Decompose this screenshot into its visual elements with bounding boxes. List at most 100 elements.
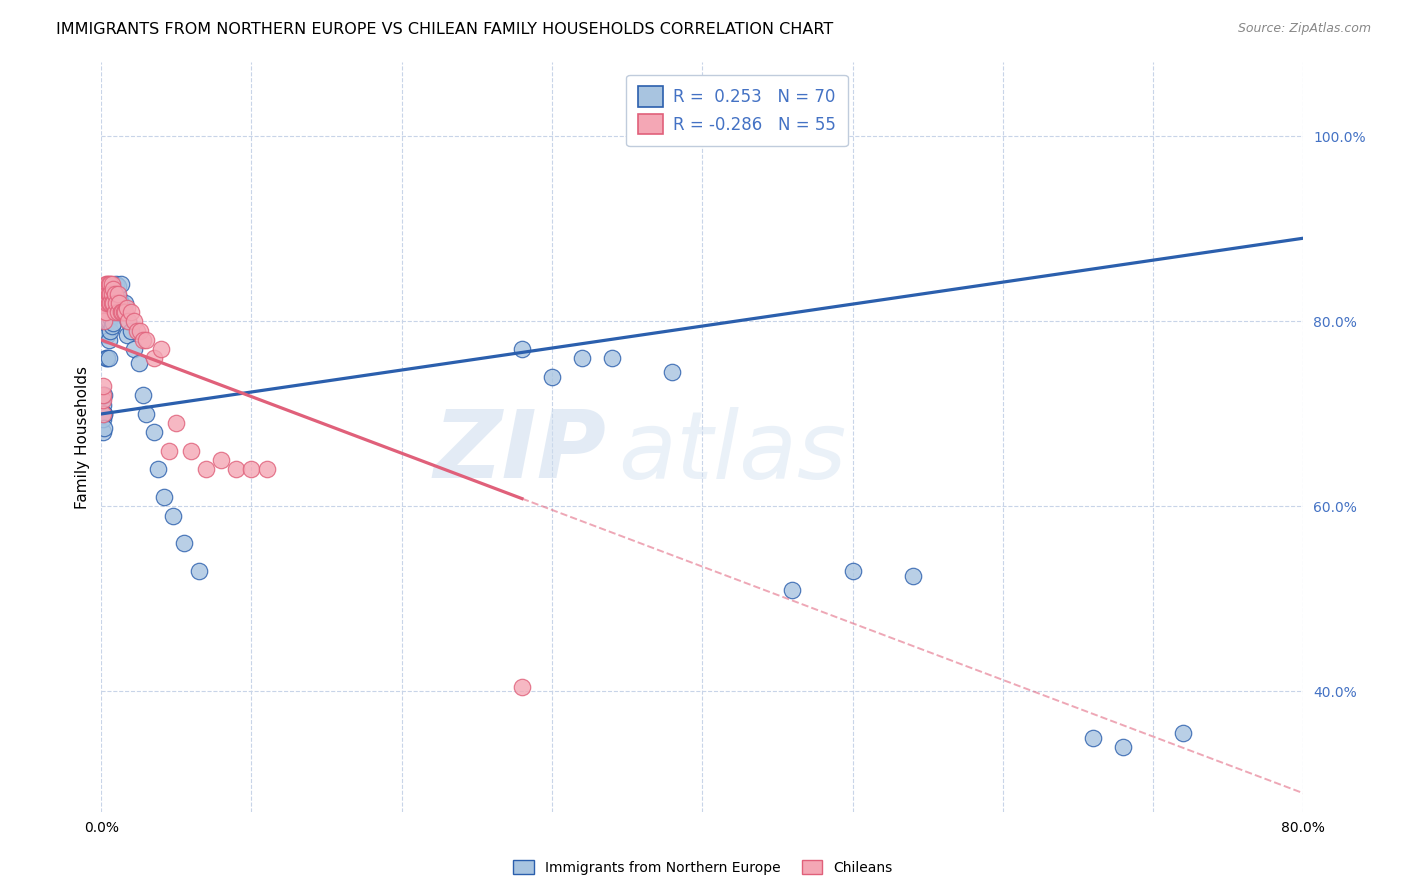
Point [111,305,134,319]
Point [132,333,155,347]
Point [100,305,122,319]
Point [91,393,114,408]
Point [91,407,114,421]
Point [105,296,128,310]
Legend: Immigrants from Northern Europe, Chileans: Immigrants from Northern Europe, Chilean… [508,855,898,880]
Point [103,282,125,296]
Point [98,277,121,292]
Point [96,286,118,301]
Point [661,365,683,379]
Text: IMMIGRANTS FROM NORTHERN EUROPE VS CHILEAN FAMILY HOUSEHOLDS CORRELATION CHART: IMMIGRANTS FROM NORTHERN EUROPE VS CHILE… [56,22,834,37]
Point [120,305,142,319]
Point [135,407,157,421]
Point [162,508,184,523]
Point [127,324,149,338]
Point [117,314,139,328]
Point [94,305,117,319]
Point [103,305,125,319]
Point [901,569,924,583]
Point [211,453,233,467]
Point [93,282,115,296]
Point [98,310,121,324]
Point [180,444,202,458]
Point [142,351,165,366]
Point [110,277,132,292]
Point [103,282,125,296]
Point [94,314,117,328]
Point [110,296,132,310]
Point [129,324,152,338]
Point [97,277,120,292]
Point [96,328,118,343]
Point [107,279,129,293]
Point [93,407,115,421]
Legend: R =  0.253   N = 70, R = -0.286   N = 55: R = 0.253 N = 70, R = -0.286 N = 55 [627,75,848,146]
Point [110,305,132,319]
Point [96,277,118,292]
Point [128,356,150,370]
Point [150,342,173,356]
Point [97,291,120,305]
Point [105,277,128,292]
Point [96,351,118,366]
Point [510,680,533,694]
Point [1081,731,1104,745]
Point [114,296,136,310]
Point [124,342,146,356]
Point [93,314,115,328]
Point [108,291,131,305]
Point [115,328,138,343]
Point [98,301,121,315]
Point [104,286,127,301]
Point [510,342,533,356]
Point [98,296,121,310]
Point [142,425,165,440]
Point [103,296,125,310]
Point [98,286,121,301]
Point [105,301,128,315]
Point [100,286,122,301]
Point [91,411,114,425]
Point [112,305,135,319]
Point [91,388,114,402]
Point [104,301,127,315]
Y-axis label: Family Households: Family Households [75,366,90,508]
Point [114,305,136,319]
Point [94,296,117,310]
Point [91,425,114,440]
Point [187,564,209,578]
Point [96,301,118,315]
Point [93,421,115,435]
Point [97,305,120,319]
Point [107,296,129,310]
Point [97,351,120,366]
Point [93,305,115,319]
Point [108,296,131,310]
Point [100,296,122,310]
Point [103,296,125,310]
Point [98,286,121,301]
Point [94,296,117,310]
Point [100,296,122,310]
Point [153,490,176,504]
Point [111,301,134,315]
Point [98,324,121,338]
Point [97,333,120,347]
Point [93,296,115,310]
Point [541,370,564,384]
Point [104,286,127,301]
Point [148,462,170,476]
Point [97,296,120,310]
Point [94,277,117,292]
Point [571,351,593,366]
Point [782,582,804,597]
Point [132,388,155,402]
Point [600,351,623,366]
Point [240,462,263,476]
Point [1173,726,1195,740]
Point [115,301,138,315]
Point [173,536,195,550]
Point [195,462,218,476]
Point [103,316,125,330]
Point [165,416,187,430]
